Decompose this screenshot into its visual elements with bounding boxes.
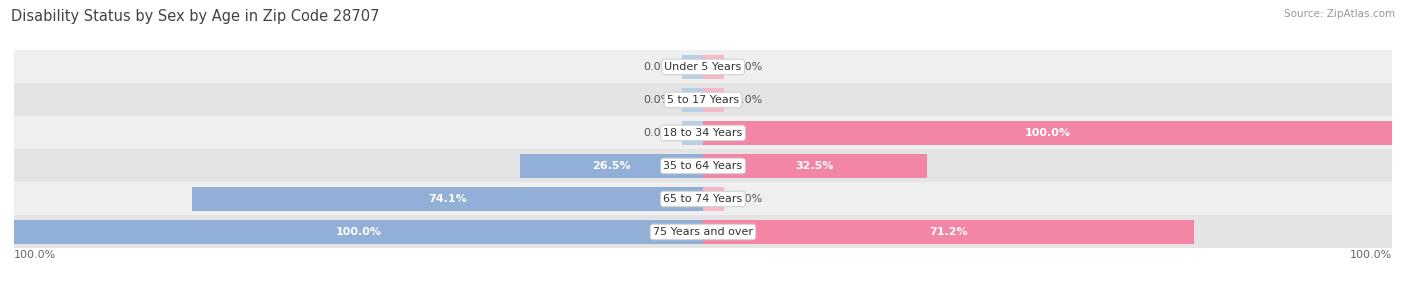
Text: 71.2%: 71.2% bbox=[929, 227, 967, 237]
Text: 18 to 34 Years: 18 to 34 Years bbox=[664, 128, 742, 138]
Bar bbox=[703, 88, 724, 112]
Bar bbox=[193, 187, 703, 211]
Text: 0.0%: 0.0% bbox=[644, 95, 672, 105]
Text: 75 Years and over: 75 Years and over bbox=[652, 227, 754, 237]
Text: 100.0%: 100.0% bbox=[336, 227, 381, 237]
Text: Source: ZipAtlas.com: Source: ZipAtlas.com bbox=[1284, 9, 1395, 19]
Text: 26.5%: 26.5% bbox=[592, 161, 631, 171]
Bar bbox=[14, 220, 703, 244]
Bar bbox=[14, 117, 1392, 149]
Bar bbox=[703, 187, 724, 211]
Bar bbox=[682, 120, 703, 145]
Bar bbox=[14, 215, 1392, 249]
Bar bbox=[703, 120, 1392, 145]
Text: 0.0%: 0.0% bbox=[734, 194, 762, 204]
Bar bbox=[703, 55, 724, 79]
Bar bbox=[682, 88, 703, 112]
Text: 5 to 17 Years: 5 to 17 Years bbox=[666, 95, 740, 105]
Bar bbox=[703, 220, 1194, 244]
Text: Under 5 Years: Under 5 Years bbox=[665, 62, 741, 72]
Text: 0.0%: 0.0% bbox=[644, 128, 672, 138]
Text: 100.0%: 100.0% bbox=[1025, 128, 1070, 138]
Text: 0.0%: 0.0% bbox=[734, 95, 762, 105]
Text: Disability Status by Sex by Age in Zip Code 28707: Disability Status by Sex by Age in Zip C… bbox=[11, 9, 380, 24]
Text: 0.0%: 0.0% bbox=[734, 62, 762, 72]
Bar bbox=[682, 55, 703, 79]
Bar bbox=[520, 154, 703, 178]
Bar bbox=[14, 84, 1392, 117]
Text: 100.0%: 100.0% bbox=[14, 250, 56, 260]
Text: 32.5%: 32.5% bbox=[796, 161, 834, 171]
Text: 100.0%: 100.0% bbox=[1350, 250, 1392, 260]
Bar bbox=[703, 154, 927, 178]
Bar bbox=[14, 182, 1392, 215]
Text: 0.0%: 0.0% bbox=[644, 62, 672, 72]
Bar bbox=[14, 149, 1392, 182]
Text: 74.1%: 74.1% bbox=[429, 194, 467, 204]
Text: 35 to 64 Years: 35 to 64 Years bbox=[664, 161, 742, 171]
Bar bbox=[14, 50, 1392, 84]
Text: 65 to 74 Years: 65 to 74 Years bbox=[664, 194, 742, 204]
